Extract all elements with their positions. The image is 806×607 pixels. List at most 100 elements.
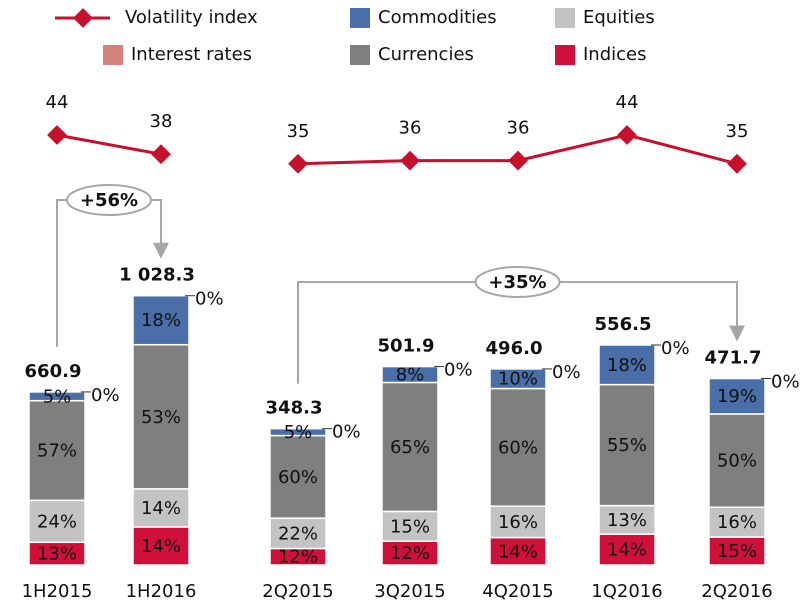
segment-label: 65% — [390, 437, 430, 458]
volatility-marker — [151, 144, 171, 165]
legend-label: Commodities — [378, 7, 497, 28]
x-tick-label: 2Q2016 — [701, 581, 772, 602]
segment-label: 10% — [498, 369, 538, 390]
volatility-label: 35 — [726, 121, 749, 142]
total-label: 556.5 — [595, 314, 652, 335]
segment-label: 53% — [141, 407, 181, 428]
legend-label: Indices — [583, 44, 647, 65]
total-label: 496.0 — [486, 338, 543, 359]
bar-segment — [489, 505, 547, 539]
segment-label: 24% — [37, 511, 77, 532]
total-label: 501.9 — [378, 336, 435, 357]
bar-segment — [381, 365, 439, 384]
legend-label: Currencies — [378, 44, 474, 65]
volatility-label: 44 — [616, 92, 639, 113]
total-label: 471.7 — [705, 348, 762, 369]
volatility-label: 38 — [150, 111, 173, 132]
volatility-marker — [288, 153, 308, 174]
total-label: 1 028.3 — [119, 265, 195, 286]
bar-segment — [28, 399, 86, 502]
legend-swatch — [103, 45, 123, 65]
segment-label: 18% — [607, 355, 647, 376]
segment-label: 12% — [278, 547, 318, 568]
total-label: 660.9 — [25, 361, 82, 382]
growth-oval — [66, 184, 152, 216]
bar-segment — [708, 413, 766, 508]
segment-label: 22% — [278, 523, 318, 544]
segment-label: 15% — [390, 516, 430, 537]
legend-marker — [73, 8, 93, 28]
volatility-label: 44 — [46, 92, 69, 113]
segment-label: 5% — [43, 386, 72, 407]
segment-label: 12% — [390, 543, 430, 564]
bar-segment — [598, 504, 656, 535]
legend-label: Volatility index — [125, 7, 258, 28]
segment-label: 57% — [37, 440, 77, 461]
bar-segment — [132, 488, 190, 528]
volatility-label: 36 — [507, 118, 530, 139]
segment-label: 14% — [141, 536, 181, 557]
bar-segment — [708, 506, 766, 538]
bar-segment — [708, 377, 766, 415]
segment-label: 60% — [498, 437, 538, 458]
segment-label: 0% — [444, 360, 473, 381]
bar-segment — [489, 536, 547, 566]
segment-label: 50% — [717, 451, 757, 472]
x-tick-label: 3Q2015 — [374, 581, 445, 602]
bar-segment — [708, 536, 766, 566]
volatility-marker — [617, 125, 637, 145]
segment-label: 16% — [717, 512, 757, 533]
segment-label: 14% — [607, 540, 647, 561]
segment-label: 0% — [332, 422, 361, 443]
bar-segment — [269, 427, 327, 437]
growth-label: +56% — [80, 190, 138, 211]
segment-label: 0% — [552, 362, 581, 383]
bar-segment — [132, 343, 190, 490]
growth-oval — [474, 266, 561, 298]
legend-swatch — [555, 45, 575, 65]
bar-segment — [489, 368, 547, 390]
segment-label: 55% — [607, 435, 647, 456]
bar-segment — [489, 387, 547, 507]
bar-segment — [132, 526, 190, 566]
segment-label: 13% — [37, 544, 77, 565]
segment-label: 0% — [91, 385, 120, 406]
segment-label: 8% — [396, 365, 425, 386]
bar-segment — [598, 533, 656, 566]
bar-segment — [132, 294, 190, 346]
segment-label: 13% — [607, 510, 647, 531]
growth-label: +35% — [488, 272, 546, 293]
x-tick-label: 1Q2016 — [591, 581, 662, 602]
segment-label: 16% — [498, 512, 538, 533]
volatility-label: 36 — [399, 118, 422, 139]
legend-swatch — [350, 45, 370, 65]
segment-label: 0% — [771, 372, 800, 393]
segment-label: 60% — [278, 467, 318, 488]
bar-segment — [598, 344, 656, 386]
bar-segment — [381, 510, 439, 542]
volatility-marker — [400, 150, 420, 171]
volatility-line — [56, 133, 162, 156]
segment-label: 5% — [284, 422, 313, 443]
x-tick-label: 2Q2015 — [262, 581, 333, 602]
legend-swatch — [350, 8, 370, 28]
legend-swatch — [555, 8, 575, 28]
bar-segment — [28, 499, 86, 544]
x-tick-label: 1H2015 — [22, 581, 93, 602]
volatility-label: 35 — [287, 121, 310, 142]
segment-label: 14% — [498, 541, 538, 562]
x-tick-label: 1H2016 — [126, 581, 197, 602]
segment-label: 18% — [141, 310, 181, 331]
segment-label: 15% — [717, 541, 757, 562]
segment-label: 19% — [717, 386, 757, 407]
bar-segment — [598, 383, 656, 507]
bar-segment — [381, 381, 439, 513]
x-tick-label: 4Q2015 — [482, 581, 553, 602]
segment-label: 14% — [141, 498, 181, 519]
volatility-marker — [727, 153, 747, 174]
legend-label: Interest rates — [131, 44, 252, 65]
volatility-marker — [47, 125, 67, 145]
legend-label: Equities — [583, 7, 655, 28]
bar-segment — [28, 391, 86, 402]
